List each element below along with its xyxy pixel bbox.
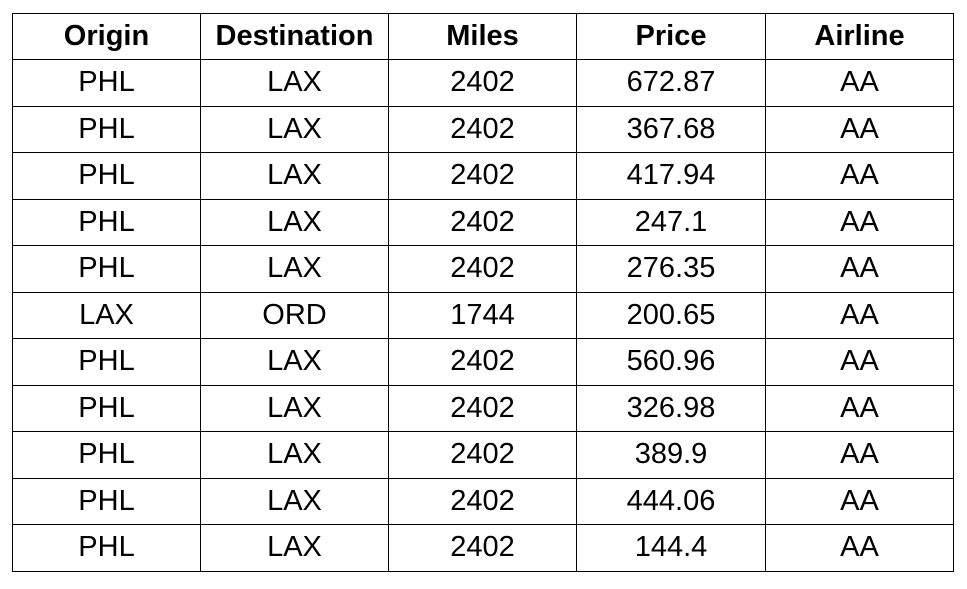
flight-table-container: Origin Destination Miles Price Airline P… — [12, 13, 954, 572]
airline-cell: AA — [765, 477, 954, 525]
price-cell: 276.35 — [576, 245, 766, 293]
miles-cell: 1744 — [388, 291, 577, 339]
origin-cell: PHL — [12, 524, 201, 572]
price-cell: 672.87 — [576, 59, 766, 107]
table-row: PHL LAX 2402 389.9 AA — [12, 431, 954, 479]
price-cell: 144.4 — [576, 524, 766, 572]
miles-cell: 2402 — [388, 384, 577, 432]
destination-cell: LAX — [200, 152, 389, 200]
column-header-price: Price — [576, 13, 766, 60]
origin-cell: PHL — [12, 59, 201, 107]
table-row: LAX ORD 1744 200.65 AA — [12, 291, 954, 339]
destination-cell: LAX — [200, 431, 389, 479]
origin-cell: PHL — [12, 105, 201, 153]
table-row: PHL LAX 2402 326.98 AA — [12, 384, 954, 432]
miles-cell: 2402 — [388, 245, 577, 293]
destination-cell: LAX — [200, 245, 389, 293]
miles-cell: 2402 — [388, 198, 577, 246]
price-cell: 367.68 — [576, 105, 766, 153]
destination-cell: LAX — [200, 198, 389, 246]
column-header-airline: Airline — [765, 13, 954, 60]
flight-data-table: Origin Destination Miles Price Airline P… — [12, 13, 954, 572]
miles-cell: 2402 — [388, 431, 577, 479]
origin-cell: PHL — [12, 152, 201, 200]
destination-cell: LAX — [200, 59, 389, 107]
origin-cell: PHL — [12, 477, 201, 525]
table-row: PHL LAX 2402 672.87 AA — [12, 59, 954, 107]
origin-cell: PHL — [12, 431, 201, 479]
table-row: PHL LAX 2402 444.06 AA — [12, 477, 954, 525]
table-row: PHL LAX 2402 367.68 AA — [12, 105, 954, 153]
origin-cell: PHL — [12, 198, 201, 246]
origin-cell: PHL — [12, 384, 201, 432]
miles-cell: 2402 — [388, 59, 577, 107]
destination-cell: LAX — [200, 105, 389, 153]
table-row: PHL LAX 2402 560.96 AA — [12, 338, 954, 386]
table-row: PHL LAX 2402 247.1 AA — [12, 198, 954, 246]
airline-cell: AA — [765, 338, 954, 386]
airline-cell: AA — [765, 524, 954, 572]
price-cell: 444.06 — [576, 477, 766, 525]
destination-cell: ORD — [200, 291, 389, 339]
miles-cell: 2402 — [388, 524, 577, 572]
miles-cell: 2402 — [388, 477, 577, 525]
miles-cell: 2402 — [388, 105, 577, 153]
airline-cell: AA — [765, 291, 954, 339]
price-cell: 560.96 — [576, 338, 766, 386]
destination-cell: LAX — [200, 338, 389, 386]
table-header-row: Origin Destination Miles Price Airline — [12, 13, 954, 60]
airline-cell: AA — [765, 384, 954, 432]
origin-cell: LAX — [12, 291, 201, 339]
airline-cell: AA — [765, 198, 954, 246]
origin-cell: PHL — [12, 338, 201, 386]
airline-cell: AA — [765, 431, 954, 479]
origin-cell: PHL — [12, 245, 201, 293]
price-cell: 417.94 — [576, 152, 766, 200]
miles-cell: 2402 — [388, 338, 577, 386]
column-header-miles: Miles — [388, 13, 577, 60]
column-header-destination: Destination — [200, 13, 389, 60]
table-row: PHL LAX 2402 276.35 AA — [12, 245, 954, 293]
table-row: PHL LAX 2402 417.94 AA — [12, 152, 954, 200]
destination-cell: LAX — [200, 384, 389, 432]
price-cell: 389.9 — [576, 431, 766, 479]
miles-cell: 2402 — [388, 152, 577, 200]
airline-cell: AA — [765, 105, 954, 153]
airline-cell: AA — [765, 59, 954, 107]
table-row: PHL LAX 2402 144.4 AA — [12, 524, 954, 572]
destination-cell: LAX — [200, 524, 389, 572]
price-cell: 326.98 — [576, 384, 766, 432]
destination-cell: LAX — [200, 477, 389, 525]
airline-cell: AA — [765, 152, 954, 200]
column-header-origin: Origin — [12, 13, 201, 60]
price-cell: 247.1 — [576, 198, 766, 246]
price-cell: 200.65 — [576, 291, 766, 339]
airline-cell: AA — [765, 245, 954, 293]
